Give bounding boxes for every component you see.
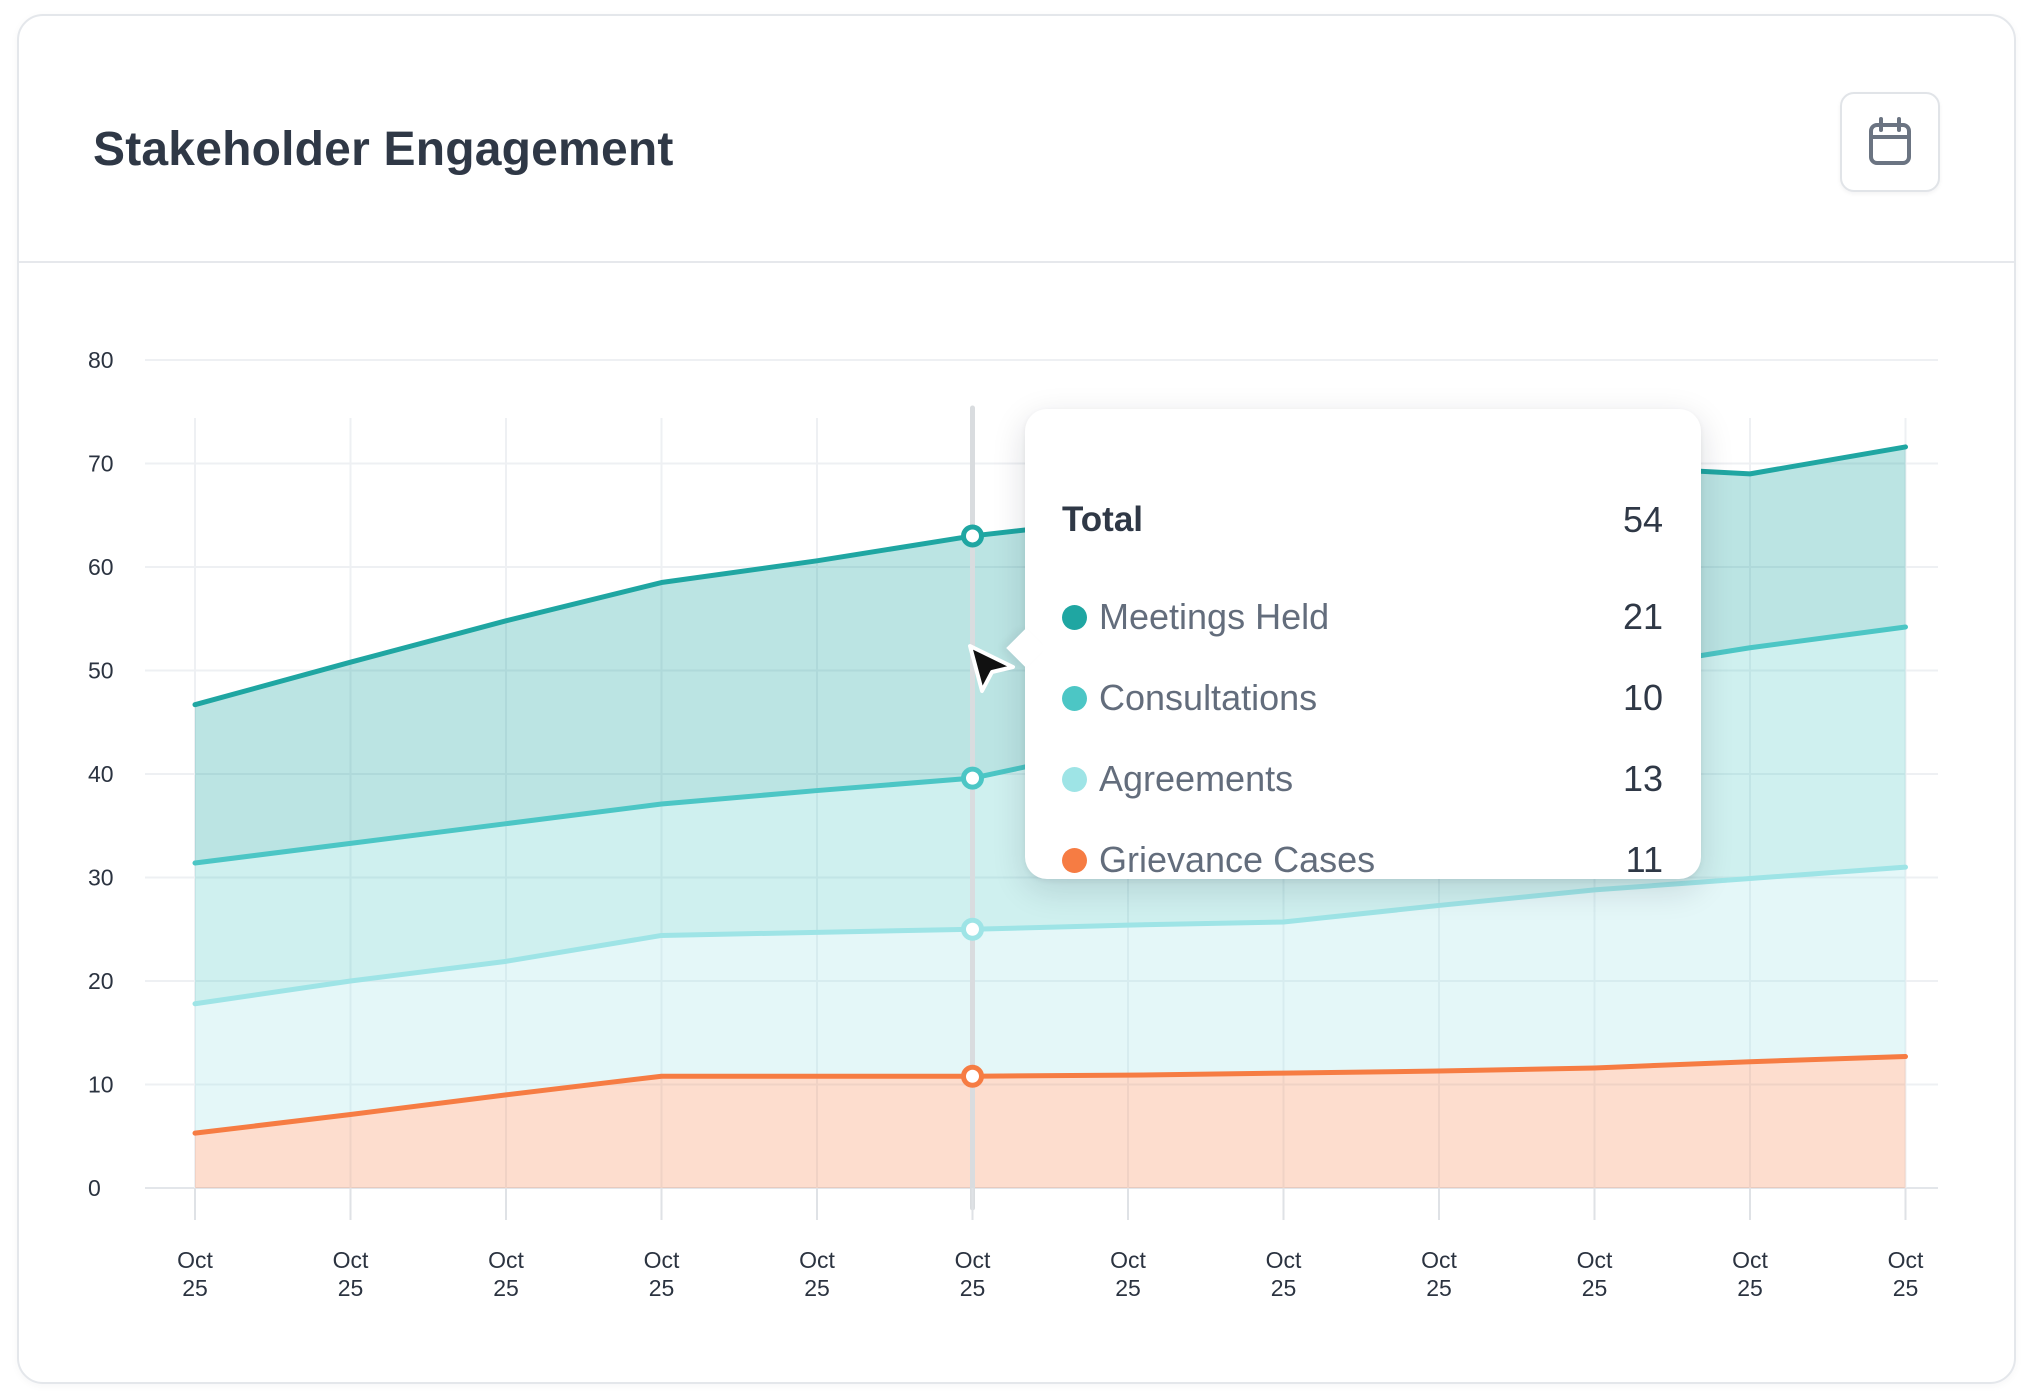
y-tick-label: 40 (88, 761, 114, 787)
line-agreements (192, 864, 1908, 1007)
marker-consultations (961, 766, 984, 790)
tooltip-value-grievance: 11 (1625, 839, 1663, 880)
x-tick-label: Oct 25 (1266, 1247, 1302, 1301)
tooltip-item-meetings: Meetings Held 21 (1062, 587, 1663, 647)
tooltip-value-consultations: 10 (1622, 677, 1663, 718)
x-tick-label: Oct 25 (1577, 1247, 1613, 1301)
tooltip-item-consultations: Consultations 10 (1062, 668, 1663, 728)
tooltip-label-grievance: Grievance Cases (1099, 839, 1376, 880)
marker-grievance (961, 1064, 984, 1088)
card-header: Stakeholder Engagement (19, 16, 2014, 263)
x-tick-label: Oct 25 (1110, 1247, 1146, 1301)
x-tick-label: Oct 25 (1732, 1247, 1768, 1301)
y-tick-label: 60 (88, 554, 114, 580)
legend-dot-meetings (1062, 604, 1087, 630)
y-tick-label: 50 (88, 658, 114, 684)
x-axis: Oct 25 Oct 25 Oct 25 Oct 25 Oct 25 Oct 25 Oct 25 Oct 25… (177, 1188, 1924, 1301)
y-tick-label: 20 (88, 968, 114, 994)
line-grievance (192, 1054, 1908, 1136)
y-axis: 0 10 20 30 40 50 60 70 80 (88, 347, 114, 1201)
x-tick-label: Oct 25 (488, 1247, 524, 1301)
calendar-button[interactable] (1840, 92, 1940, 192)
y-tick-label: 80 (88, 347, 114, 373)
marker-meetings (961, 524, 984, 548)
x-tick-label: Oct 25 (955, 1247, 991, 1301)
area-agreements (195, 867, 1906, 1134)
page-title: Stakeholder Engagement (93, 123, 674, 176)
hover-markers (961, 524, 984, 1088)
tooltip-item-agreements: Agreements 13 (1062, 749, 1663, 809)
tooltip-value-agreements: 13 (1622, 758, 1663, 799)
y-tick-label: 30 (88, 865, 114, 891)
tooltip-label-consultations: Consultations (1099, 677, 1318, 718)
y-tick-label: 70 (88, 451, 114, 477)
x-tick-label: Oct 25 (333, 1247, 369, 1301)
chart-tooltip: Total 54 Meetings Held 21 Consultations … (1006, 409, 1701, 880)
x-tick-label: Oct 25 (177, 1247, 213, 1301)
legend-dot-grievance (1062, 847, 1087, 873)
x-tick-label: Oct 25 (1421, 1247, 1457, 1301)
calendar-icon (1869, 117, 1911, 165)
area-grievance (195, 1056, 1906, 1188)
y-tick-label: 0 (88, 1175, 101, 1201)
tooltip-total-row: Total 54 (1062, 490, 1663, 550)
tooltip-value-meetings: 21 (1622, 596, 1663, 637)
tooltip-label-meetings: Meetings Held (1099, 596, 1330, 637)
legend-dot-consultations (1062, 685, 1087, 711)
marker-agreements (961, 917, 984, 941)
x-tick-label: Oct 25 (644, 1247, 680, 1301)
tooltip-total-value: 54 (1622, 499, 1663, 540)
tooltip-item-grievance: Grievance Cases 11 (1062, 830, 1663, 890)
x-tick-label: Oct 25 (1888, 1247, 1924, 1301)
legend-dot-agreements (1062, 766, 1087, 792)
y-tick-label: 10 (88, 1072, 114, 1098)
tooltip-label-agreements: Agreements (1099, 758, 1294, 799)
tooltip-total-label: Total (1062, 500, 1144, 539)
x-tick-label: Oct 25 (799, 1247, 835, 1301)
